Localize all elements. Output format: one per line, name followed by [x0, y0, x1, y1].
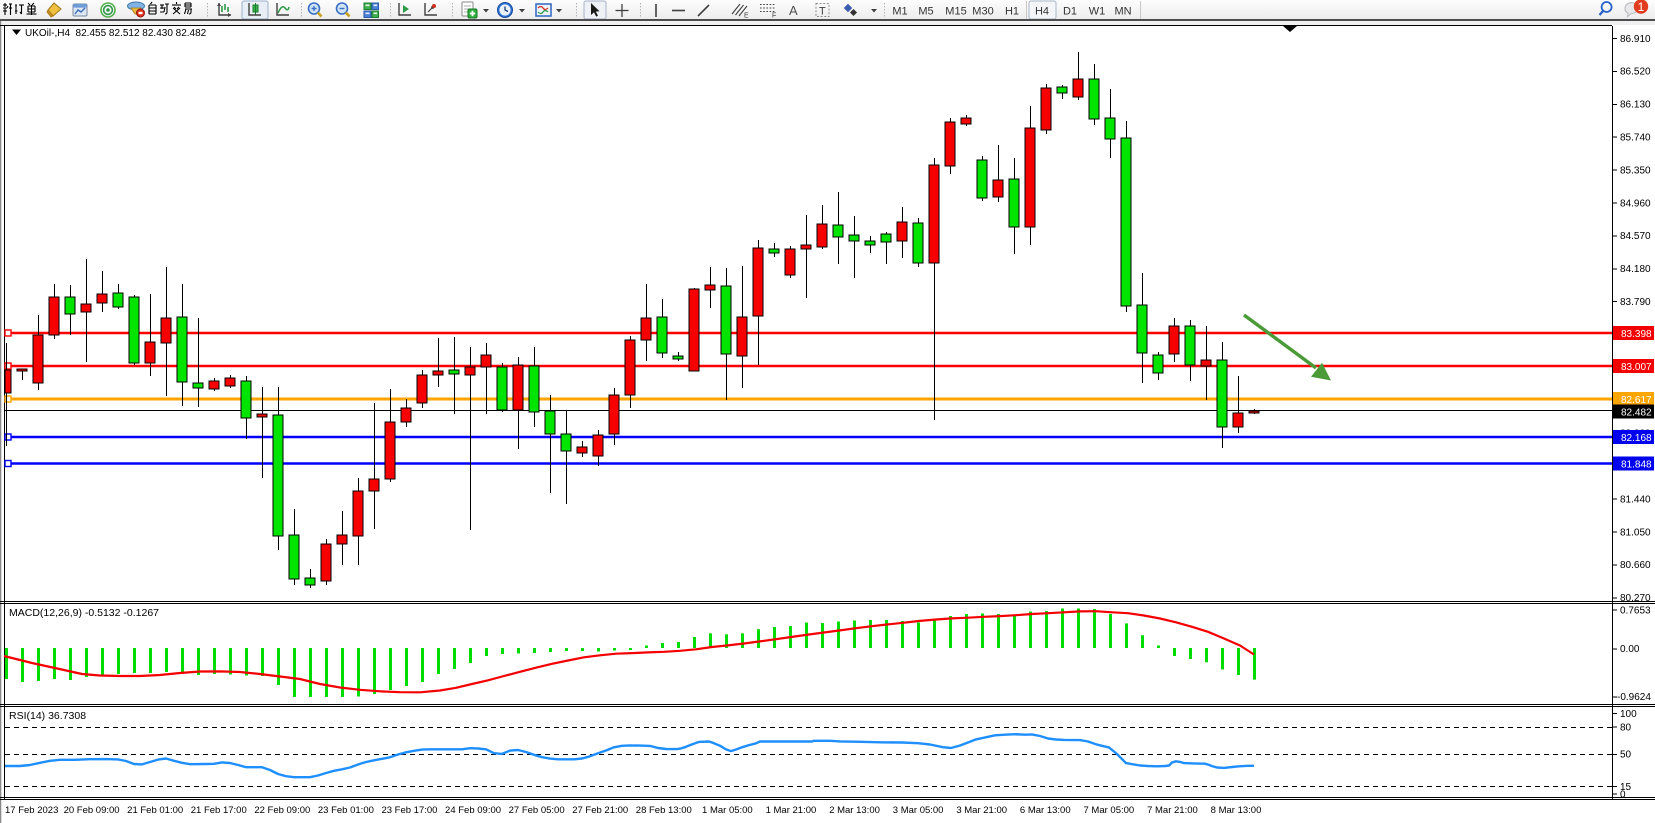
svg-text:-0.9624: -0.9624: [1617, 692, 1651, 703]
svg-text:83.790: 83.790: [1620, 297, 1651, 308]
svg-text:86.520: 86.520: [1620, 67, 1651, 78]
svg-text:1 Mar 21:00: 1 Mar 21:00: [766, 805, 817, 816]
svg-text:21 Feb 17:00: 21 Feb 17:00: [191, 805, 247, 816]
svg-text:1 Mar 05:00: 1 Mar 05:00: [702, 805, 753, 816]
svg-text:UKOil-,H4 82.455 82.512 82.43: UKOil-,H4 82.455 82.512 82.430 82.482: [25, 28, 207, 39]
svg-text:20 Feb 09:00: 20 Feb 09:00: [64, 805, 120, 816]
svg-text:81.848: 81.848: [1621, 460, 1652, 471]
svg-text:86.910: 86.910: [1620, 34, 1651, 45]
svg-text:D1: D1: [1063, 6, 1077, 18]
svg-text:80.270: 80.270: [1620, 593, 1651, 604]
svg-text:82.482: 82.482: [1621, 408, 1652, 419]
svg-text:27 Feb 05:00: 27 Feb 05:00: [509, 805, 565, 816]
svg-text:M1: M1: [892, 6, 907, 18]
svg-text:8 Mar 13:00: 8 Mar 13:00: [1211, 805, 1262, 816]
svg-text:85.350: 85.350: [1620, 165, 1651, 176]
svg-text:81.050: 81.050: [1620, 527, 1651, 538]
svg-text:27 Feb 21:00: 27 Feb 21:00: [572, 805, 628, 816]
svg-text:H4: H4: [1035, 6, 1049, 18]
svg-text:23 Feb 01:00: 23 Feb 01:00: [318, 805, 374, 816]
svg-text:17 Feb 2023: 17 Feb 2023: [5, 805, 58, 816]
svg-text:0.00: 0.00: [1620, 644, 1640, 655]
svg-text:7 Mar 05:00: 7 Mar 05:00: [1084, 805, 1135, 816]
svg-text:84.570: 84.570: [1620, 231, 1651, 242]
svg-text:100: 100: [1620, 709, 1637, 720]
svg-text:MN: MN: [1114, 6, 1131, 18]
svg-text:28 Feb 13:00: 28 Feb 13:00: [636, 805, 692, 816]
svg-text:80: 80: [1620, 722, 1632, 733]
svg-text:6 Mar 13:00: 6 Mar 13:00: [1020, 805, 1071, 816]
svg-text:86.130: 86.130: [1620, 100, 1651, 111]
svg-text:83.398: 83.398: [1621, 329, 1652, 340]
svg-text:0: 0: [1620, 789, 1626, 800]
svg-text:21 Feb 01:00: 21 Feb 01:00: [127, 805, 183, 816]
svg-text:T: T: [819, 6, 826, 18]
svg-text:W1: W1: [1089, 6, 1106, 18]
svg-text:1: 1: [1638, 0, 1645, 14]
svg-text:23 Feb 17:00: 23 Feb 17:00: [381, 805, 437, 816]
svg-text:7 Mar 21:00: 7 Mar 21:00: [1147, 805, 1198, 816]
svg-text:22 Feb 09:00: 22 Feb 09:00: [254, 805, 310, 816]
svg-text:84.960: 84.960: [1620, 198, 1651, 209]
svg-text:F: F: [772, 13, 776, 20]
svg-text:82.168: 82.168: [1621, 433, 1652, 444]
svg-text:82.617: 82.617: [1621, 395, 1652, 406]
svg-text:81.440: 81.440: [1620, 494, 1651, 505]
svg-text:50: 50: [1620, 750, 1632, 761]
svg-text:MACD(12,26,9) -0.5132 -0.1267: MACD(12,26,9) -0.5132 -0.1267: [9, 607, 159, 619]
svg-text:H1: H1: [1005, 6, 1019, 18]
svg-text:M15: M15: [945, 6, 966, 18]
svg-text:0.7653: 0.7653: [1620, 605, 1651, 616]
svg-text:M5: M5: [918, 6, 933, 18]
svg-text:24 Feb 09:00: 24 Feb 09:00: [445, 805, 501, 816]
svg-text:E: E: [744, 13, 749, 20]
svg-text:RSI(14) 36.7308: RSI(14) 36.7308: [9, 710, 86, 722]
svg-text:15: 15: [1620, 782, 1632, 793]
svg-text:83.007: 83.007: [1621, 362, 1652, 373]
svg-text:M30: M30: [972, 6, 993, 18]
svg-text:2 Mar 13:00: 2 Mar 13:00: [829, 805, 880, 816]
svg-text:3 Mar 21:00: 3 Mar 21:00: [956, 805, 1007, 816]
svg-text:80.660: 80.660: [1620, 560, 1651, 571]
svg-text:3 Mar 05:00: 3 Mar 05:00: [893, 805, 944, 816]
svg-text:A: A: [789, 3, 798, 18]
svg-text:84.180: 84.180: [1620, 264, 1651, 275]
svg-text:85.740: 85.740: [1620, 133, 1651, 144]
